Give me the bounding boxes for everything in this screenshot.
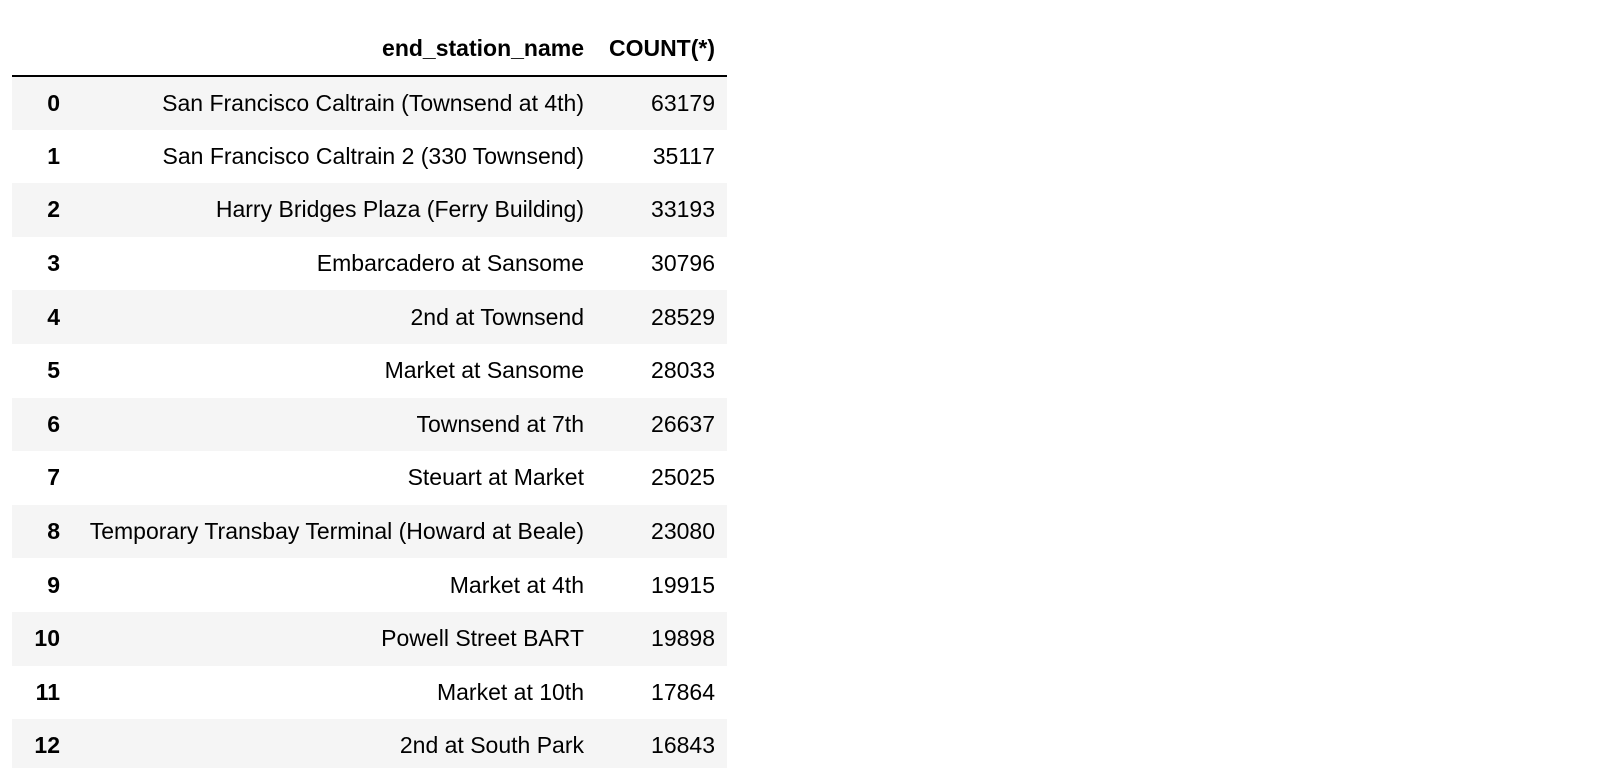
row-index: 8 xyxy=(47,518,60,545)
header-row: end_station_name COUNT(*) xyxy=(12,22,727,77)
table-header: end_station_name COUNT(*) xyxy=(12,22,727,77)
count-cell: 28033 xyxy=(651,357,715,384)
row-index: 9 xyxy=(47,571,60,598)
count-cell: 19898 xyxy=(651,625,715,652)
table-row: 1 San Francisco Caltrain 2 (330 Townsend… xyxy=(12,129,727,184)
end-station-name-cell: San Francisco Caltrain (Townsend at 4th) xyxy=(162,89,584,116)
end-station-name-cell: 2nd at Townsend xyxy=(410,303,585,330)
table-body: 0 San Francisco Caltrain (Townsend at 4t… xyxy=(12,76,727,768)
end-station-name-cell: San Francisco Caltrain 2 (330 Townsend) xyxy=(162,142,584,169)
table-row: 10 Powell Street BART 19898 xyxy=(12,611,727,666)
count-cell: 23080 xyxy=(651,518,715,545)
end-station-name-cell: Embarcadero at Sansome xyxy=(316,250,584,277)
end-station-name-cell: 2nd at South Park xyxy=(399,732,584,759)
table-row: 8 Temporary Transbay Terminal (Howard at… xyxy=(12,504,727,559)
dataframe-table: end_station_name COUNT(*) 0 San Francisc… xyxy=(12,22,727,768)
table-row: 6 Townsend at 7th 26637 xyxy=(12,397,727,452)
count-cell: 30796 xyxy=(651,250,715,277)
end-station-name-column-header: end_station_name xyxy=(72,22,596,77)
count-cell: 25025 xyxy=(651,464,715,491)
row-index: 6 xyxy=(47,410,60,437)
row-index: 0 xyxy=(47,89,60,116)
end-station-name-cell: Townsend at 7th xyxy=(416,410,584,437)
count-cell: 19915 xyxy=(651,571,715,598)
row-index: 12 xyxy=(34,732,60,759)
row-index: 5 xyxy=(47,357,60,384)
row-index: 11 xyxy=(35,678,60,705)
table-row: 12 2nd at South Park 16843 xyxy=(12,719,727,768)
table-row: 3 Embarcadero at Sansome 30796 xyxy=(12,236,727,291)
count-cell: 28529 xyxy=(651,303,715,330)
end-station-name-cell: Market at 4th xyxy=(449,571,584,598)
count-column-header: COUNT(*) xyxy=(596,22,727,77)
end-station-name-cell: Powell Street BART xyxy=(381,625,584,652)
row-index: 3 xyxy=(47,250,60,277)
row-index: 4 xyxy=(47,303,60,330)
count-cell: 26637 xyxy=(651,410,715,437)
row-index: 7 xyxy=(47,464,60,491)
row-index: 2 xyxy=(47,196,60,223)
table-row: 5 Market at Sansome 28033 xyxy=(12,343,727,398)
count-cell: 16843 xyxy=(651,732,715,759)
row-index: 10 xyxy=(34,625,60,652)
count-cell: 35117 xyxy=(652,142,715,169)
table-row: 4 2nd at Townsend 28529 xyxy=(12,290,727,344)
table-row: 0 San Francisco Caltrain (Townsend at 4t… xyxy=(12,76,727,130)
count-cell: 17864 xyxy=(651,678,715,705)
end-station-name-cell: Temporary Transbay Terminal (Howard at B… xyxy=(89,518,584,545)
index-column-header xyxy=(12,22,72,77)
table-row: 11 Market at 10th 17864 xyxy=(12,665,727,720)
table-row: 7 Steuart at Market 25025 xyxy=(12,451,727,505)
count-cell: 33193 xyxy=(651,196,715,223)
end-station-name-cell: Harry Bridges Plaza (Ferry Building) xyxy=(215,196,584,223)
end-station-name-cell: Steuart at Market xyxy=(407,464,584,491)
end-station-name-cell: Market at 10th xyxy=(436,678,584,705)
count-cell: 63179 xyxy=(651,89,715,116)
row-index: 1 xyxy=(47,142,60,169)
end-station-name-cell: Market at Sansome xyxy=(384,357,584,384)
table-row: 2 Harry Bridges Plaza (Ferry Building) 3… xyxy=(12,183,727,237)
table-row: 9 Market at 4th 19915 xyxy=(12,558,727,612)
